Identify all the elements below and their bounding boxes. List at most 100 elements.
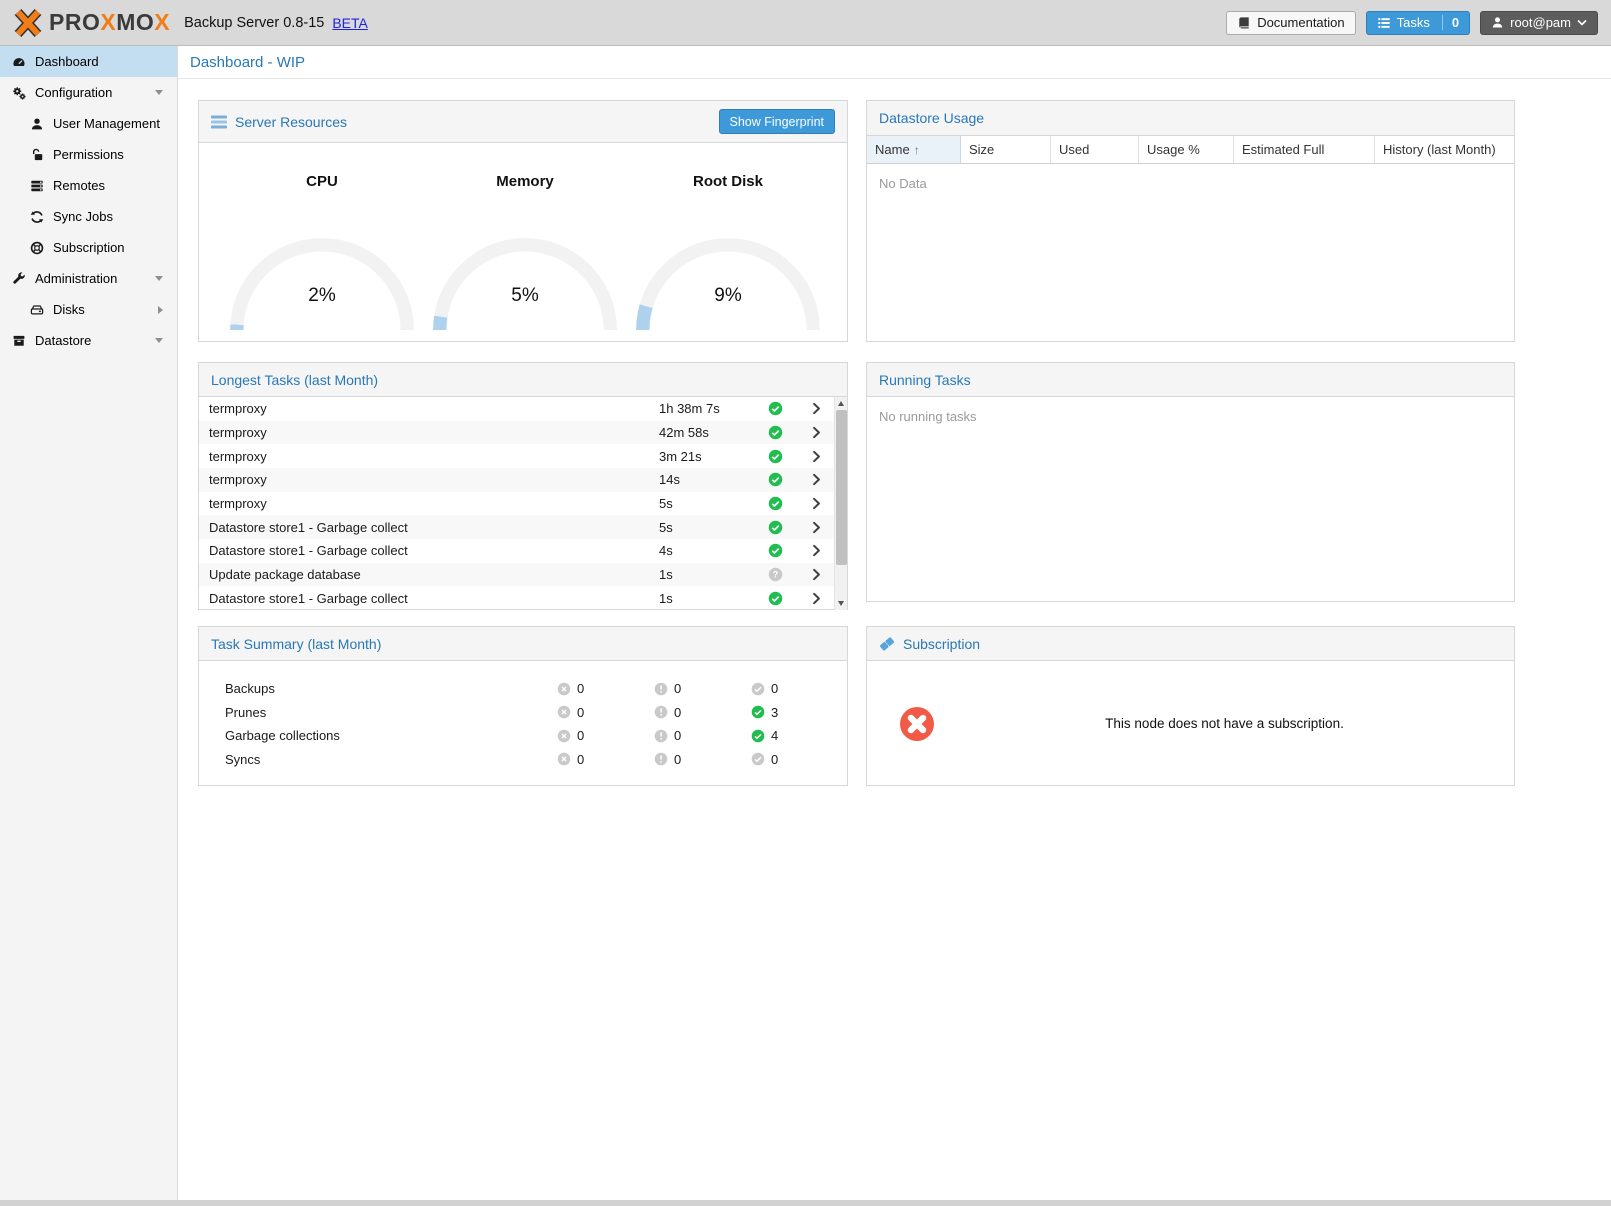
documentation-button[interactable]: Documentation <box>1226 10 1356 35</box>
task-row[interactable]: Update package database 1s ? <box>199 562 836 587</box>
expander-down-icon[interactable] <box>155 276 163 281</box>
open-task-chevron-icon[interactable] <box>796 592 836 605</box>
scroll-down-icon[interactable] <box>838 601 844 606</box>
top-bar: PROXMOX Backup Server 0.8-15 BETA Docume… <box>0 0 1611 46</box>
task-row[interactable]: termproxy 42m 58s <box>199 420 836 445</box>
sidebar-item-label: Permissions <box>53 147 124 162</box>
sync-icon <box>28 210 46 224</box>
column-header-size[interactable]: Size <box>961 136 1051 163</box>
sidebar-item-label: Sync Jobs <box>53 209 113 224</box>
running-tasks-panel: Running Tasks No running tasks <box>866 362 1515 602</box>
times-circle-icon <box>557 705 571 719</box>
sidebar-item-datastore[interactable]: Datastore <box>0 325 177 356</box>
column-header-estimated-full[interactable]: Estimated Full <box>1234 136 1375 163</box>
times-circle-icon <box>557 752 571 766</box>
open-task-chevron-icon[interactable] <box>796 450 836 463</box>
lifering-icon <box>28 241 46 255</box>
open-task-chevron-icon[interactable] <box>796 544 836 557</box>
task-summary-body: Backups 0 0 0 Prunes 0 0 3 Garbage colle… <box>199 661 847 786</box>
ticket-icon <box>879 636 895 652</box>
summary-row-syncs: Syncs 0 0 0 <box>225 751 779 767</box>
panel-title: Subscription <box>903 635 981 652</box>
sidebar-item-label: Datastore <box>35 333 92 348</box>
sidebar-item-administration[interactable]: Administration <box>0 263 177 294</box>
no-running-tasks-text: No running tasks <box>879 409 977 424</box>
user-menu-button[interactable]: root@pam <box>1480 10 1598 35</box>
longest-tasks-panel: Longest Tasks (last Month) termproxy 1h … <box>198 362 848 610</box>
column-header-used[interactable]: Used <box>1051 136 1139 163</box>
open-task-chevron-icon[interactable] <box>796 426 836 439</box>
summary-row-prunes: Prunes 0 0 3 <box>225 704 779 720</box>
task-row[interactable]: termproxy 1h 38m 7s <box>199 397 836 421</box>
server-resources-panel: Server Resources Show Fingerprint CPU 2%… <box>198 100 848 342</box>
subscription-panel: Subscription This node does not have a s… <box>866 626 1515 786</box>
column-header-usage-pct[interactable]: Usage % <box>1139 136 1234 163</box>
exclamation-circle-icon <box>654 682 668 696</box>
exclamation-circle-icon <box>654 729 668 743</box>
check-circle-icon <box>751 729 765 743</box>
sidebar-item-disks[interactable]: Disks <box>0 294 177 325</box>
sidebar-item-dashboard[interactable]: Dashboard <box>0 46 177 77</box>
panel-title: Running Tasks <box>879 371 971 388</box>
tasks-label: Tasks <box>1396 15 1430 30</box>
sidebar-item-user-management[interactable]: User Management <box>0 108 177 139</box>
subscription-body: This node does not have a subscription. <box>867 661 1514 786</box>
no-subscription-x-icon <box>899 706 935 742</box>
scrollbar[interactable] <box>834 397 847 610</box>
sidebar-item-remotes[interactable]: Remotes <box>0 170 177 201</box>
summary-row-backups: Backups 0 0 0 <box>225 681 779 696</box>
tasks-button[interactable]: Tasks 0 <box>1365 10 1471 35</box>
sidebar-item-label: Administration <box>35 271 118 286</box>
sidebar-item-permissions[interactable]: Permissions <box>0 139 177 170</box>
sidebar-item-subscription[interactable]: Subscription <box>0 232 177 263</box>
open-task-chevron-icon[interactable] <box>796 521 836 534</box>
cpu-gauge: CPU 2% <box>230 173 414 330</box>
gauge-value: 2% <box>308 285 336 306</box>
page-title: Dashboard - WIP <box>178 46 1611 79</box>
chevron-down-icon <box>1577 19 1587 26</box>
gauge-arc <box>230 238 414 330</box>
check-circle-icon <box>754 520 796 535</box>
expander-down-icon[interactable] <box>155 338 163 343</box>
task-row[interactable]: Datastore store1 - Garbage collect 1s <box>199 586 836 610</box>
proxmox-logo: PROXMOX <box>13 8 171 37</box>
task-row[interactable]: termproxy 5s <box>199 492 836 516</box>
gauge-label: CPU <box>306 173 338 190</box>
task-row[interactable]: Datastore store1 - Garbage collect 5s <box>199 515 836 540</box>
panel-title: Task Summary (last Month) <box>211 635 382 652</box>
expander-right-icon[interactable] <box>158 305 163 314</box>
sidebar-item-label: User Management <box>53 116 160 131</box>
user-icon <box>28 117 46 131</box>
sidebar-item-sync-jobs[interactable]: Sync Jobs <box>0 201 177 232</box>
panel-title: Longest Tasks (last Month) <box>211 371 379 388</box>
longest-tasks-list: termproxy 1h 38m 7s termproxy 42m 58s te… <box>199 397 847 610</box>
book-icon <box>1237 16 1251 30</box>
archive-icon <box>10 334 28 348</box>
remotes-icon <box>28 179 46 193</box>
open-task-chevron-icon[interactable] <box>796 497 836 510</box>
proxmox-x-icon <box>14 8 42 37</box>
expander-down-icon[interactable] <box>155 90 163 95</box>
show-fingerprint-button[interactable]: Show Fingerprint <box>718 109 835 134</box>
task-row[interactable]: termproxy 3m 21s <box>199 444 836 468</box>
task-list-icon <box>1377 16 1391 30</box>
root-disk-gauge: Root Disk 9% <box>636 173 820 330</box>
sidebar-item-label: Subscription <box>53 240 125 255</box>
check-circle-icon <box>754 449 796 464</box>
check-circle-icon <box>754 591 796 606</box>
user-label: root@pam <box>1510 15 1571 30</box>
bottom-edge-strip <box>0 1200 1611 1206</box>
beta-link[interactable]: BETA <box>332 14 368 31</box>
task-row[interactable]: Datastore store1 - Garbage collect 4s <box>199 539 836 563</box>
logo-wordmark: PROXMOX <box>49 9 171 35</box>
column-header-name[interactable]: Name ↑ <box>867 136 961 163</box>
open-task-chevron-icon[interactable] <box>796 568 836 581</box>
scrollbar-thumb[interactable] <box>836 410 847 565</box>
sidebar-item-configuration[interactable]: Configuration <box>0 77 177 108</box>
scroll-up-icon[interactable] <box>838 401 844 406</box>
gauge-arc <box>433 238 617 330</box>
open-task-chevron-icon[interactable] <box>796 473 836 486</box>
task-row[interactable]: termproxy 14s <box>199 468 836 492</box>
column-header-history[interactable]: History (last Month) <box>1383 142 1496 157</box>
open-task-chevron-icon[interactable] <box>796 402 836 415</box>
